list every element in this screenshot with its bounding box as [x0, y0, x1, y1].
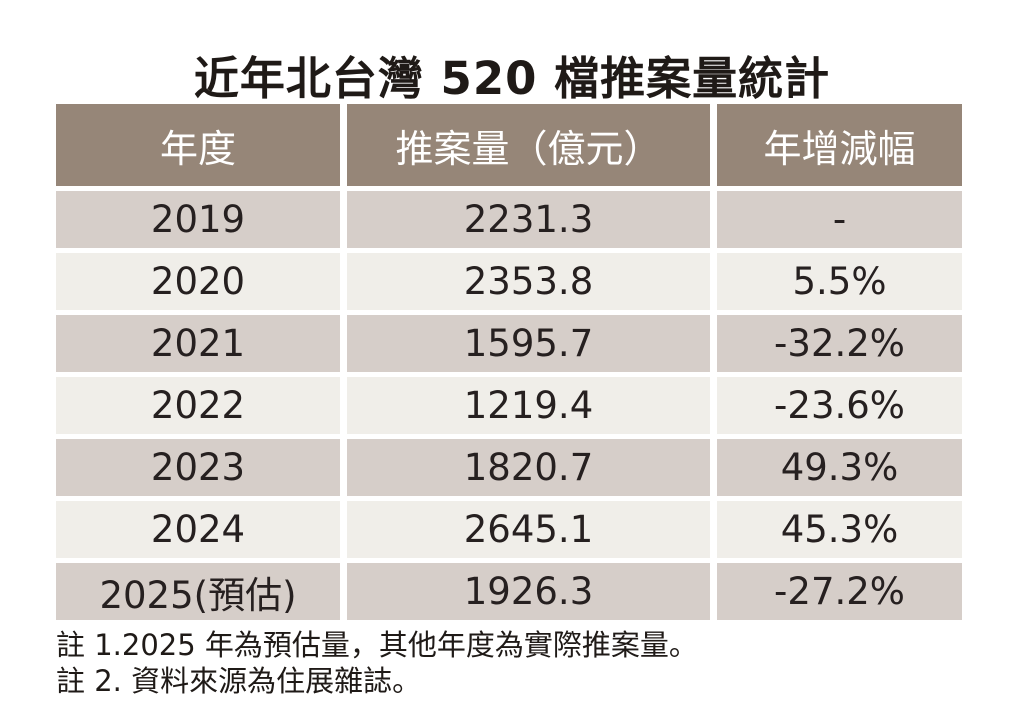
footnote-1: 註 1.2025 年為預估量，其他年度為實際推案量。 [56, 628, 698, 662]
cell-volume-2021: 1595.7 [347, 315, 710, 372]
column-header-year: 年度 [56, 104, 340, 186]
cell-change-2020: 5.5% [717, 253, 962, 310]
cell-year-2021: 2021 [56, 315, 340, 372]
column-header-change: 年增減幅 [717, 104, 962, 186]
cell-change-2024: 45.3% [717, 501, 962, 558]
cell-volume-2022: 1219.4 [347, 377, 710, 434]
column-header-volume: 推案量（億元） [347, 104, 710, 186]
cell-volume-2024: 2645.1 [347, 501, 710, 558]
cell-year-2024: 2024 [56, 501, 340, 558]
cell-volume-2019: 2231.3 [347, 191, 710, 248]
cell-volume-2023: 1820.7 [347, 439, 710, 496]
cell-change-2025-estimate: -27.2% [717, 563, 962, 620]
cell-volume-2020: 2353.8 [347, 253, 710, 310]
cell-change-2019: - [717, 191, 962, 248]
cell-year-2019: 2019 [56, 191, 340, 248]
cell-change-2022: -23.6% [717, 377, 962, 434]
cell-year-2020: 2020 [56, 253, 340, 310]
cell-volume-2025-estimate: 1926.3 [347, 563, 710, 620]
footnote-2: 註 2. 資料來源為住展雜誌。 [56, 664, 422, 698]
cell-change-2021: -32.2% [717, 315, 962, 372]
launch-volume-table: 年度 推案量（億元） 年增減幅 2019 2231.3 - 2020 2353.… [56, 104, 962, 620]
footnotes: 註 1.2025 年為預估量，其他年度為實際推案量。 註 2. 資料來源為住展雜… [56, 627, 976, 699]
cell-year-2023: 2023 [56, 439, 340, 496]
cell-year-2025-estimate: 2025(預估) [56, 563, 340, 620]
cell-year-2022: 2022 [56, 377, 340, 434]
cell-change-2023: 49.3% [717, 439, 962, 496]
page-title: 近年北台灣 520 檔推案量統計 [193, 52, 831, 105]
